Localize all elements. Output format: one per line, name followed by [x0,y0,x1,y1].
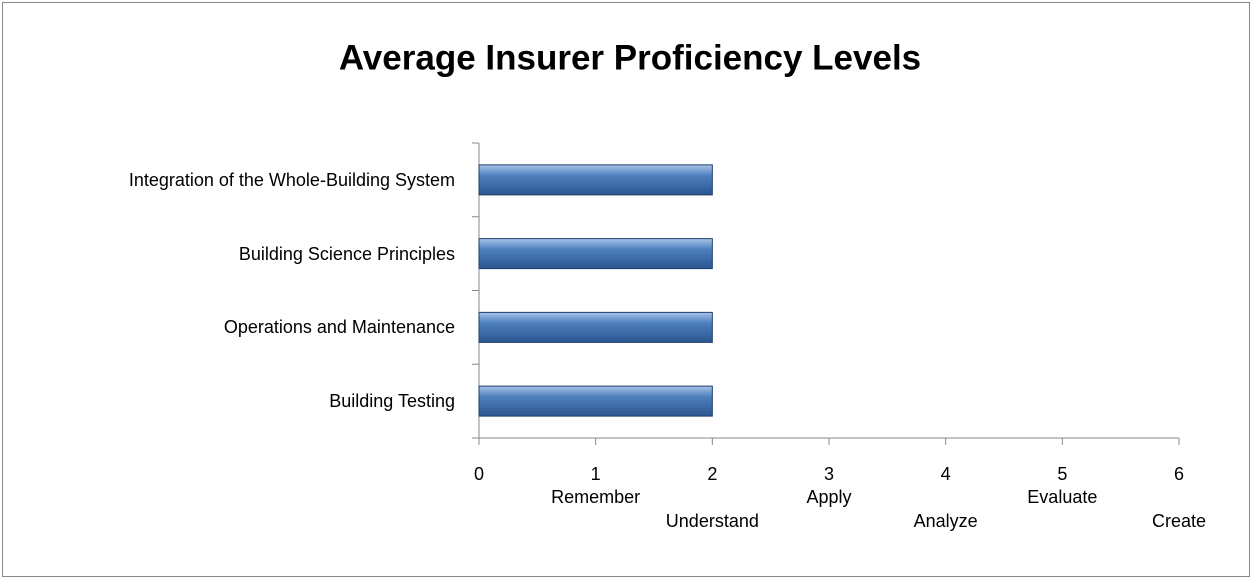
x-tick-label: 3 [824,464,834,484]
category-label: Building Science Principles [238,243,455,264]
chart-title: Average Insurer Proficiency Levels [339,38,921,77]
x-tick-sublabel: Understand [666,511,759,531]
x-tick-label: 4 [941,464,951,484]
x-tick-sublabel: Evaluate [1027,487,1097,507]
category-label: Operations and Maintenance [223,317,455,338]
category-label: Building Testing [329,391,455,412]
x-tick-label: 1 [591,464,601,484]
bar [478,311,713,343]
x-tick-label: 2 [707,464,717,484]
x-tick-label: 5 [1057,464,1067,484]
bar [478,164,713,196]
bar [478,385,713,417]
x-tick-sublabel: Apply [806,487,851,507]
x-tick-label: 0 [474,464,484,484]
bar [478,238,713,270]
x-tick-label: 6 [1174,464,1184,484]
x-tick-sublabel: Create [1152,511,1206,531]
x-tick-sublabel: Remember [551,487,640,507]
x-tick-sublabel: Analyze [914,511,978,531]
category-label: Integration of the Whole-Building System [128,169,455,190]
